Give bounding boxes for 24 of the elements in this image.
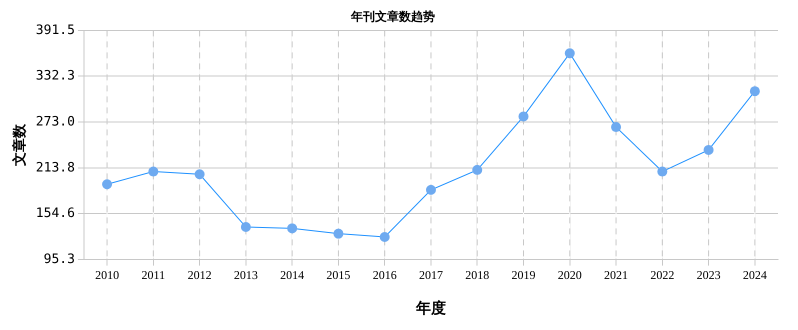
y-tick-label: 391.5	[36, 22, 75, 38]
x-tick-label: 2021	[604, 268, 628, 282]
x-tick-label: 2018	[465, 268, 490, 282]
chart-title: 年刊文章数趋势	[350, 9, 435, 24]
x-tick-label: 2017	[418, 268, 443, 282]
y-tick-label: 273.0	[36, 114, 75, 130]
x-tick-label: 2013	[234, 268, 258, 282]
x-tick-label: 2014	[280, 268, 304, 282]
y-tick-label: 332.3	[36, 68, 75, 84]
x-tick-label: 2024	[742, 268, 767, 282]
x-tick-label: 2019	[512, 268, 536, 282]
x-tick-label: 2016	[372, 268, 397, 282]
x-tick-label: 2023	[696, 268, 721, 282]
y-tick-label: 213.8	[36, 160, 75, 176]
y-tick-label: 154.6	[36, 206, 75, 222]
y-tick-label: 95.3	[44, 252, 75, 267]
x-tick-label: 2010	[95, 268, 120, 282]
x-tick-label: 2020	[558, 268, 582, 282]
x-tick-label: 2012	[188, 268, 212, 282]
x-tick-label: 2011	[142, 268, 166, 282]
x-tick-label: 2022	[650, 268, 674, 282]
x-axis-title: 年度	[414, 298, 446, 317]
x-tick-label: 2015	[326, 268, 350, 282]
y-axis-title: 文章数	[11, 123, 28, 167]
